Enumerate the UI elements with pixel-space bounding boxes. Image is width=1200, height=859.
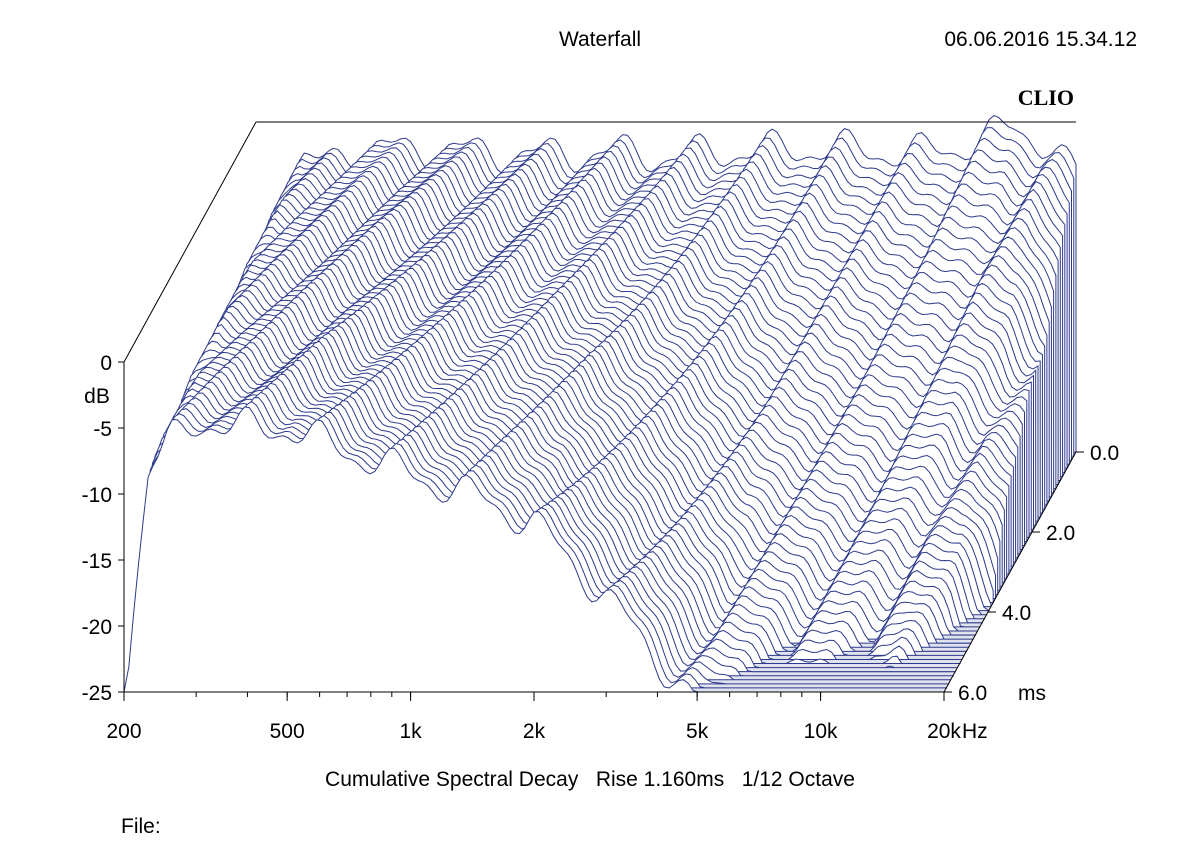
chart-subtitle: Cumulative Spectral Decay Rise 1.160ms 1… bbox=[325, 768, 855, 791]
z-tick-label: 0.0 bbox=[1090, 442, 1119, 465]
y-tick-label: -15 bbox=[82, 550, 112, 573]
y-tick-label: -25 bbox=[82, 682, 112, 705]
z-tick-label: 6.0 bbox=[958, 682, 987, 705]
y-tick-label: -10 bbox=[82, 484, 112, 507]
x-tick-label: 500 bbox=[270, 720, 305, 743]
z-tick-label: 2.0 bbox=[1046, 522, 1075, 545]
x-tick-label: 10k bbox=[804, 720, 838, 743]
x-unit-label: Hz bbox=[962, 720, 988, 743]
depth-edge-line bbox=[123, 121, 257, 363]
z-unit-label: ms bbox=[1018, 682, 1046, 705]
decay-slices bbox=[123, 115, 1077, 693]
file-label: File: bbox=[121, 815, 161, 838]
z-tick-label: 4.0 bbox=[1002, 602, 1031, 625]
axis-labels: 0 -5 -10 -15 -20 -25 dB 200 500 1k 2k 5k 10k 20k Hz 0.0… bbox=[82, 352, 1120, 743]
z-axis-line bbox=[943, 451, 1077, 693]
y-tick-label: -20 bbox=[82, 616, 112, 639]
brand-logo-text: CLIO bbox=[1018, 85, 1074, 110]
chart-title: Waterfall bbox=[559, 28, 641, 51]
x-tick-label: 20k bbox=[927, 720, 961, 743]
y-tick-label: 0 bbox=[100, 352, 112, 375]
y-unit-label: dB bbox=[84, 385, 110, 408]
y-tick-label: -5 bbox=[93, 418, 112, 441]
x-tick-label: 2k bbox=[523, 720, 546, 743]
x-tick-label: 200 bbox=[106, 720, 141, 743]
chart-timestamp: 06.06.2016 15.34.12 bbox=[944, 28, 1137, 51]
axes bbox=[118, 121, 1084, 701]
x-tick-label: 5k bbox=[686, 720, 709, 743]
x-tick-label: 1k bbox=[399, 720, 422, 743]
